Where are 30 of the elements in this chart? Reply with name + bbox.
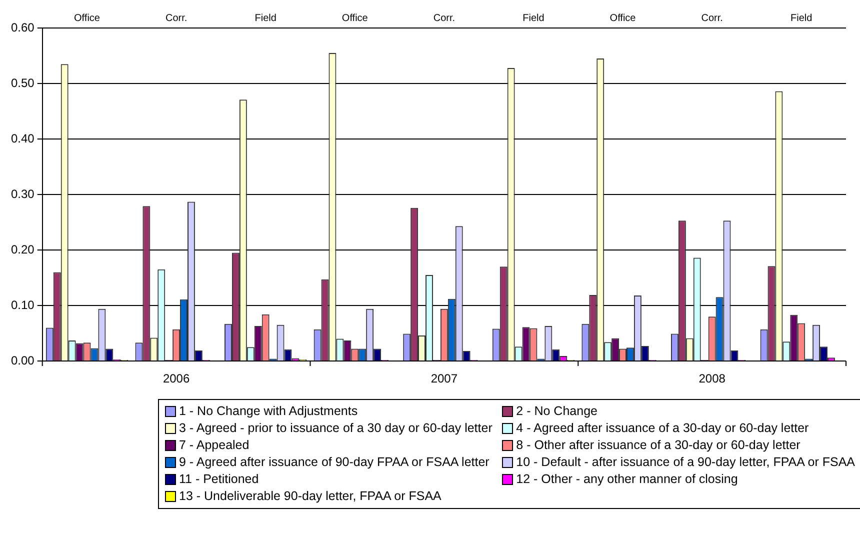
text: 2008 [698, 371, 726, 386]
legend-label: 11 - Petitioned [179, 471, 259, 488]
legend-label: 2 - No Change [516, 403, 598, 420]
legend-label: 10 - Default - after issuance of a 90-day letter, FPAA or FSAA [516, 454, 855, 471]
y-tick-label: 0.10 [10, 298, 35, 312]
legend-label: 4 - Agreed after issuance of a 30-day or 60-day letter [516, 420, 809, 437]
y-tick-label: 0.30 [10, 186, 35, 201]
legend-label: 3 - Agreed - prior to issuance of a 30 day or 60-day letter [179, 420, 492, 437]
legend-label: 1 - No Change with Adjustments [179, 403, 358, 420]
x-tick-label: Corr. [165, 12, 188, 24]
x-tick-label: Field [790, 12, 812, 24]
x-tick-label: Field [522, 12, 544, 24]
x-tick-label: Corr. [701, 12, 723, 24]
x-tick-label: Office [610, 12, 636, 24]
x-tick-label: Office [342, 12, 368, 24]
legend-label: 9 - Agreed after issuance of 90-day FPAA or FSAA letter [179, 454, 490, 471]
y-tick-label: 0.50 [10, 76, 35, 90]
legend-label: 13 - Undeliverable 90-day letter, FPAA or FSAA [179, 488, 442, 505]
text: 2006 [162, 371, 190, 386]
legend-label: 7 - Appealed [179, 437, 250, 454]
x-tick-label: Field [254, 12, 276, 24]
x-tick-label: Corr. [433, 12, 456, 24]
x-tick-label: Office [74, 12, 100, 24]
y-tick-label: 0.20 [10, 242, 35, 256]
y-tick-label: 0.00 [10, 353, 35, 368]
y-tick-label: 0.60 [10, 20, 35, 34]
y-tick-label: 0.40 [10, 131, 35, 146]
text: 2007 [430, 371, 458, 386]
legend-label: 8 - Other after issuance of a 30-day or 60-day letter [516, 437, 800, 454]
legend-label: 12 - Other - any other manner of closing [516, 471, 738, 488]
